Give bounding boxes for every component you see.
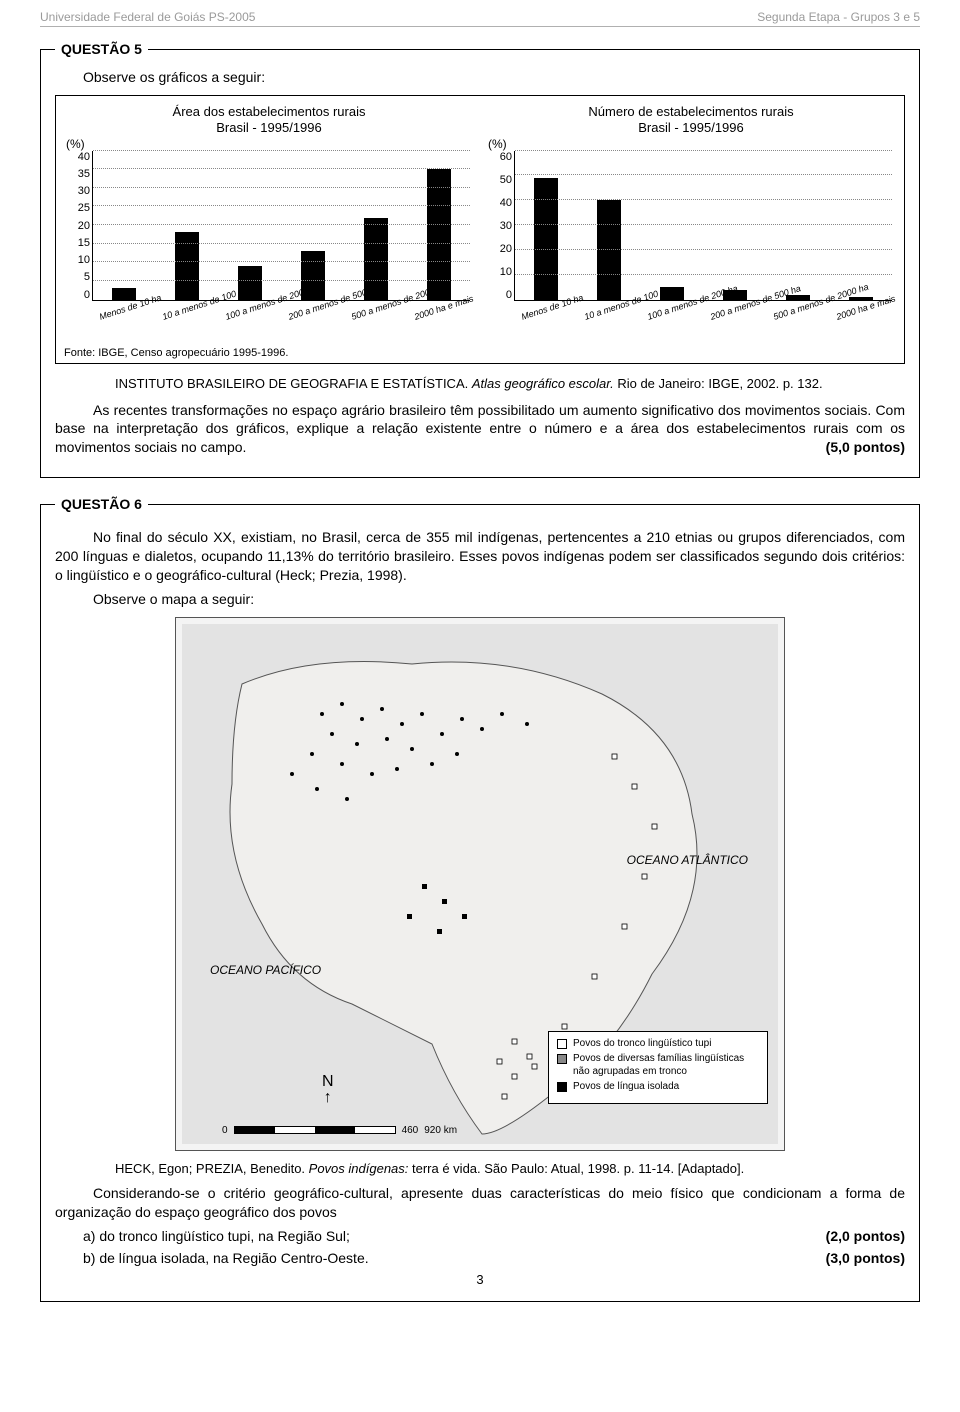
charts-container: Área dos estabelecimentos rurais Brasil … xyxy=(55,95,905,364)
q6-opt-a-points: (2,0 pontos) xyxy=(826,1228,905,1244)
q6-options: a) do tronco lingüístico tupi, na Região… xyxy=(83,1228,905,1266)
chart-xtick: 10 a menos de 100 ha xyxy=(161,296,223,347)
chart-xtick: 2000 ha e mais xyxy=(413,296,475,347)
map-scale: 0 460 920 km xyxy=(222,1125,457,1136)
legend-mark-diverse xyxy=(557,1054,567,1064)
chart-area-ylabel: (%) xyxy=(66,137,85,151)
q5-citation-italic: Atlas geográfico escolar. xyxy=(472,376,614,391)
charts-source: Fonte: IBGE, Censo agropecuário 1995-199… xyxy=(64,347,896,359)
question-6: QUESTÃO 6 No final do século XX, existia… xyxy=(40,496,920,1301)
chart-area-title2: Brasil - 1995/1996 xyxy=(216,120,322,135)
q6-observe: Observe o mapa a seguir: xyxy=(93,591,905,607)
q6-consider: Considerando-se o critério geográfico-cu… xyxy=(55,1184,905,1222)
legend-mark-isolated xyxy=(557,1082,567,1092)
q6-consider-text: Considerando-se o critério geográfico-cu… xyxy=(55,1185,905,1220)
q5-points: (5,0 pontos) xyxy=(826,438,905,457)
chart-xtick: 2000 ha e mais xyxy=(835,296,897,347)
legend-label-isolated: Povos de língua isolada xyxy=(573,1081,679,1094)
q5-intro: Observe os gráficos a seguir: xyxy=(83,69,905,85)
q5-citation-suffix: Rio de Janeiro: IBGE, 2002. p. 132. xyxy=(614,376,823,391)
map-caption-suffix: terra é vida. São Paulo: Atual, 1998. p.… xyxy=(408,1161,744,1176)
chart-area-xticks: Menos de 10 ha10 a menos de 100 ha100 a … xyxy=(92,301,470,341)
scale-bar xyxy=(234,1126,396,1134)
compass-arrow-icon: ↑ xyxy=(322,1090,334,1106)
chart-xtick: 200 a menos de 500 ha xyxy=(287,296,349,347)
q5-citation: INSTITUTO BRASILEIRO DE GEOGRAFIA E ESTA… xyxy=(115,376,905,391)
map-caption-prefix: HECK, Egon; PREZIA, Benedito. xyxy=(115,1161,309,1176)
chart-xtick: 500 a menos de 2000 ha xyxy=(350,296,412,347)
chart-number-title1: Número de estabelecimentos rurais xyxy=(588,104,793,119)
map-legend: Povos do tronco lingüístico tupi Povos d… xyxy=(548,1031,768,1104)
header-left: Universidade Federal de Goiás PS-2005 xyxy=(40,10,255,24)
ocean-atlantic-label: OCEANO ATLÂNTICO xyxy=(627,854,748,867)
legend-mark-tupi xyxy=(557,1039,567,1049)
chart-number-title2: Brasil - 1995/1996 xyxy=(638,120,744,135)
chart-area-title1: Área dos estabelecimentos rurais xyxy=(173,104,366,119)
scale-920: 920 km xyxy=(424,1125,457,1136)
scale-0: 0 xyxy=(222,1125,228,1136)
q6-opt-b: b) de língua isolada, na Região Centro-O… xyxy=(83,1250,369,1266)
chart-bar xyxy=(112,288,136,299)
chart-number: Número de estabelecimentos rurais Brasil… xyxy=(486,104,896,341)
chart-xtick: Menos de 10 ha xyxy=(98,296,160,347)
compass-n: N xyxy=(322,1074,334,1090)
chart-area: Área dos estabelecimentos rurais Brasil … xyxy=(64,104,474,341)
map-caption-italic: Povos indígenas: xyxy=(309,1161,409,1176)
question-6-title: QUESTÃO 6 xyxy=(55,496,148,512)
chart-bar xyxy=(534,178,558,300)
q6-opt-a: a) do tronco lingüístico tupi, na Região… xyxy=(83,1228,350,1244)
map-container: Horticultores de região úmida xyxy=(175,617,785,1151)
chart-area-yticks: 4035302520151050 xyxy=(66,151,90,301)
map-canvas: OCEANO ATLÂNTICO OCEANO PACÍFICO Povos d… xyxy=(182,624,778,1144)
page-header: Universidade Federal de Goiás PS-2005 Se… xyxy=(40,10,920,27)
chart-number-ylabel: (%) xyxy=(488,137,507,151)
q6-body-text: No final do século XX, existiam, no Bras… xyxy=(55,529,905,583)
q5-body-text: As recentes transformações no espaço agr… xyxy=(55,402,905,456)
chart-number-xticks: Menos de 10 ha10 a menos de 100 ha100 a … xyxy=(514,301,892,341)
chart-xtick: Menos de 10 ha xyxy=(520,296,582,347)
q5-body: As recentes transformações no espaço agr… xyxy=(55,401,905,458)
q6-opt-b-points: (3,0 pontos) xyxy=(826,1250,905,1266)
q6-body: No final do século XX, existiam, no Bras… xyxy=(55,528,905,585)
question-5: QUESTÃO 5 Observe os gráficos a seguir: … xyxy=(40,41,920,478)
chart-bar xyxy=(849,297,873,299)
chart-xtick: 500 a menos de 2000 ha xyxy=(772,296,834,347)
map-caption: HECK, Egon; PREZIA, Benedito. Povos indí… xyxy=(115,1161,905,1176)
chart-number-yticks: 6050403020100 xyxy=(488,151,512,301)
legend-label-diverse: Povos de diversas famílias lingüísticas … xyxy=(573,1053,759,1078)
question-5-title: QUESTÃO 5 xyxy=(55,41,148,57)
ocean-pacific-label: OCEANO PACÍFICO xyxy=(210,964,321,977)
legend-label-tupi: Povos do tronco lingüístico tupi xyxy=(573,1038,711,1051)
chart-xtick: 200 a menos de 500 ha xyxy=(709,296,771,347)
scale-460: 460 xyxy=(402,1125,419,1136)
chart-xtick: 100 a menos de 200 ha xyxy=(646,296,708,347)
page-number: 3 xyxy=(55,1272,905,1287)
compass: N ↑ xyxy=(322,1074,334,1106)
chart-xtick: 100 a menos de 200 ha xyxy=(224,296,286,347)
chart-number-plot xyxy=(514,151,892,301)
chart-xtick: 10 a menos de 100 ha xyxy=(583,296,645,347)
q5-citation-prefix: INSTITUTO BRASILEIRO DE GEOGRAFIA E ESTA… xyxy=(115,376,472,391)
chart-area-plot xyxy=(92,151,470,301)
header-right: Segunda Etapa - Grupos 3 e 5 xyxy=(757,10,920,24)
